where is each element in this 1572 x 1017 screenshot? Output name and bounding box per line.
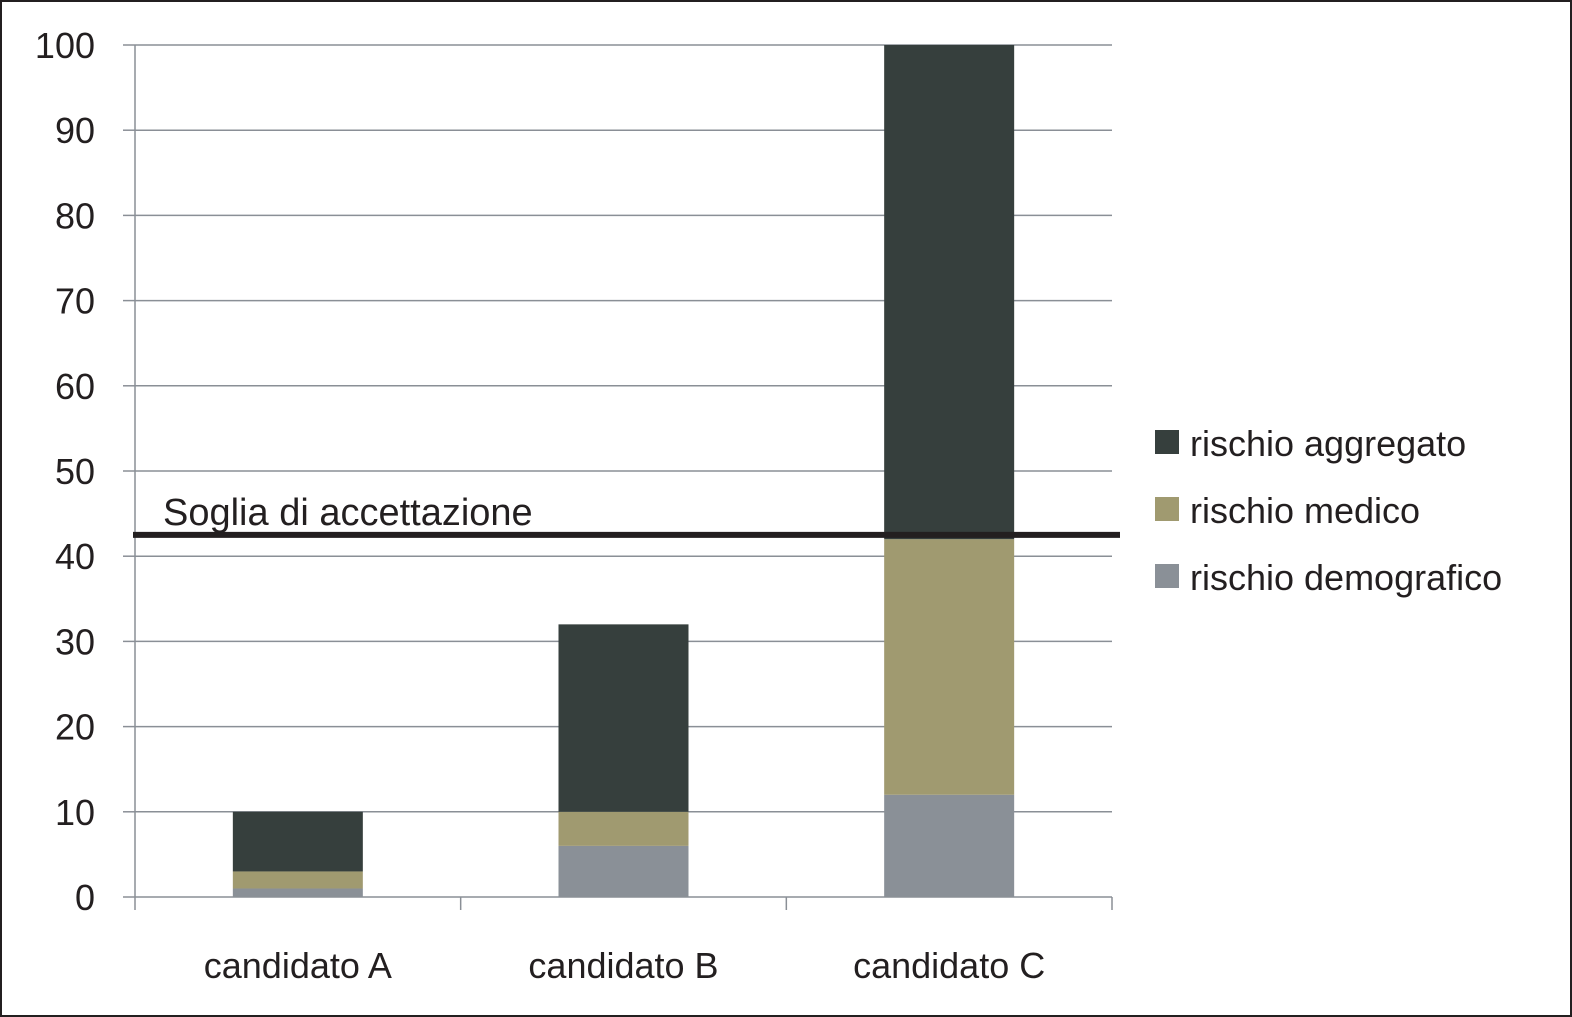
y-tick-label: 100 [35,25,95,66]
threshold: Soglia di accettazione [133,492,1120,538]
x-tick-label: candidato B [528,945,718,986]
threshold-label: Soglia di accettazione [163,492,533,534]
y-tick-label: 70 [55,281,95,322]
bar-segment-rischio-demografico [558,845,689,897]
bar-segment-rischio-demografico [232,888,363,897]
legend-swatch [1155,564,1179,588]
bar-segment-rischio-aggregato [232,811,363,872]
legend-label: rischio demografico [1190,557,1502,598]
bar-segment-rischio-medico [558,811,689,846]
bar-segment-rischio-demografico [884,794,1015,897]
x-tick-label: candidato A [204,945,392,986]
x-tick-label: candidato C [853,945,1045,986]
bars [232,45,1015,897]
y-tick-label: 40 [55,536,95,577]
bar-segment-rischio-medico [232,871,363,889]
x-axis-ticks: candidato A candidato B candidato C [134,897,1113,986]
y-tick-label: 80 [55,195,95,236]
y-axis-ticks: 0 10 20 30 40 50 60 70 80 90 100 [35,25,135,918]
y-tick-label: 50 [55,451,95,492]
y-tick-label: 30 [55,621,95,662]
y-tick-label: 0 [75,877,95,918]
y-tick-label: 20 [55,707,95,748]
y-tick-label: 10 [55,792,95,833]
legend: rischio aggregato rischio medico rischio d… [1155,423,1502,598]
bar-segment-rischio-aggregato [884,45,1015,540]
y-tick-label: 90 [55,110,95,151]
y-tick-label: 60 [55,366,95,407]
bar-segment-rischio-aggregato [558,624,689,812]
legend-swatch [1155,497,1179,521]
legend-swatch [1155,430,1179,454]
bar-segment-rischio-medico [884,539,1015,795]
legend-label: rischio medico [1190,490,1420,531]
legend-label: rischio aggregato [1190,423,1466,464]
axes [134,45,1112,898]
